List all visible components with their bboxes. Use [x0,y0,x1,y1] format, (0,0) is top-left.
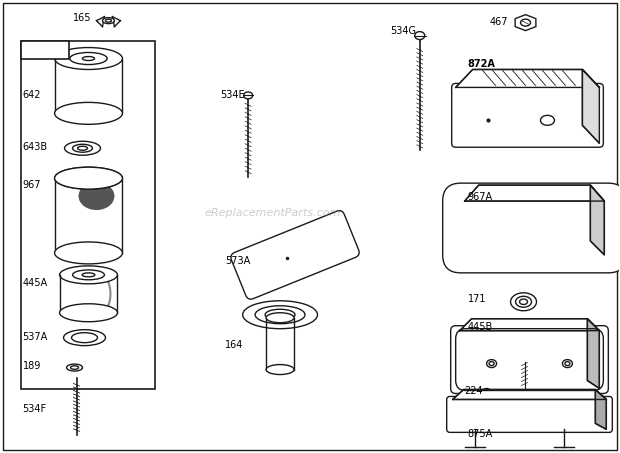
Text: 534E: 534E [220,91,245,101]
Ellipse shape [60,266,117,284]
Polygon shape [590,185,604,255]
Ellipse shape [55,167,122,189]
Ellipse shape [55,102,122,124]
Ellipse shape [60,304,117,322]
Bar [20,41,156,390]
Text: 164: 164 [225,340,244,350]
Ellipse shape [482,389,490,395]
Ellipse shape [78,146,87,150]
FancyBboxPatch shape [446,396,613,432]
Polygon shape [453,390,606,400]
Ellipse shape [489,361,494,366]
Ellipse shape [64,141,100,155]
Polygon shape [464,185,604,201]
Text: 171: 171 [467,294,486,304]
Ellipse shape [102,18,115,24]
Text: 445A: 445A [23,278,48,288]
Polygon shape [595,390,606,429]
Text: 189: 189 [23,361,41,371]
Ellipse shape [244,92,252,99]
Text: 967: 967 [23,180,41,190]
Text: 573A: 573A [225,256,250,266]
Text: 967A: 967A [467,192,493,202]
Polygon shape [456,87,600,143]
Ellipse shape [266,365,294,375]
Text: 467: 467 [490,17,508,27]
Polygon shape [515,14,536,31]
Text: 445B: 445B [467,322,493,332]
Polygon shape [459,319,600,331]
Text: 872A: 872A [467,58,495,68]
Text: 224: 224 [464,386,483,395]
Text: 875A: 875A [467,429,493,439]
Ellipse shape [415,32,425,39]
Text: 642: 642 [23,91,41,101]
Ellipse shape [565,361,570,366]
Ellipse shape [82,57,95,61]
FancyBboxPatch shape [443,183,620,273]
Ellipse shape [55,242,122,264]
Text: 165: 165 [73,13,91,23]
Ellipse shape [79,182,115,210]
FancyBboxPatch shape [451,326,608,394]
Ellipse shape [82,273,95,277]
Text: 536B: 536B [23,42,48,52]
Ellipse shape [520,299,528,304]
Ellipse shape [255,306,305,324]
Ellipse shape [55,48,122,69]
Ellipse shape [64,330,105,346]
Text: 537A: 537A [23,332,48,342]
Ellipse shape [266,313,294,323]
FancyBboxPatch shape [452,83,603,147]
Ellipse shape [541,116,554,125]
FancyBboxPatch shape [231,211,359,299]
Polygon shape [456,69,600,87]
Polygon shape [587,319,600,389]
Bar [20,41,69,58]
Ellipse shape [510,293,536,311]
Ellipse shape [66,364,82,371]
Text: 534G: 534G [390,26,416,36]
Polygon shape [582,69,600,143]
Ellipse shape [242,301,317,329]
Text: eReplacementParts.com: eReplacementParts.com [205,208,341,218]
Ellipse shape [55,167,122,189]
Text: 534F: 534F [23,405,46,414]
Text: 643B: 643B [23,142,48,152]
